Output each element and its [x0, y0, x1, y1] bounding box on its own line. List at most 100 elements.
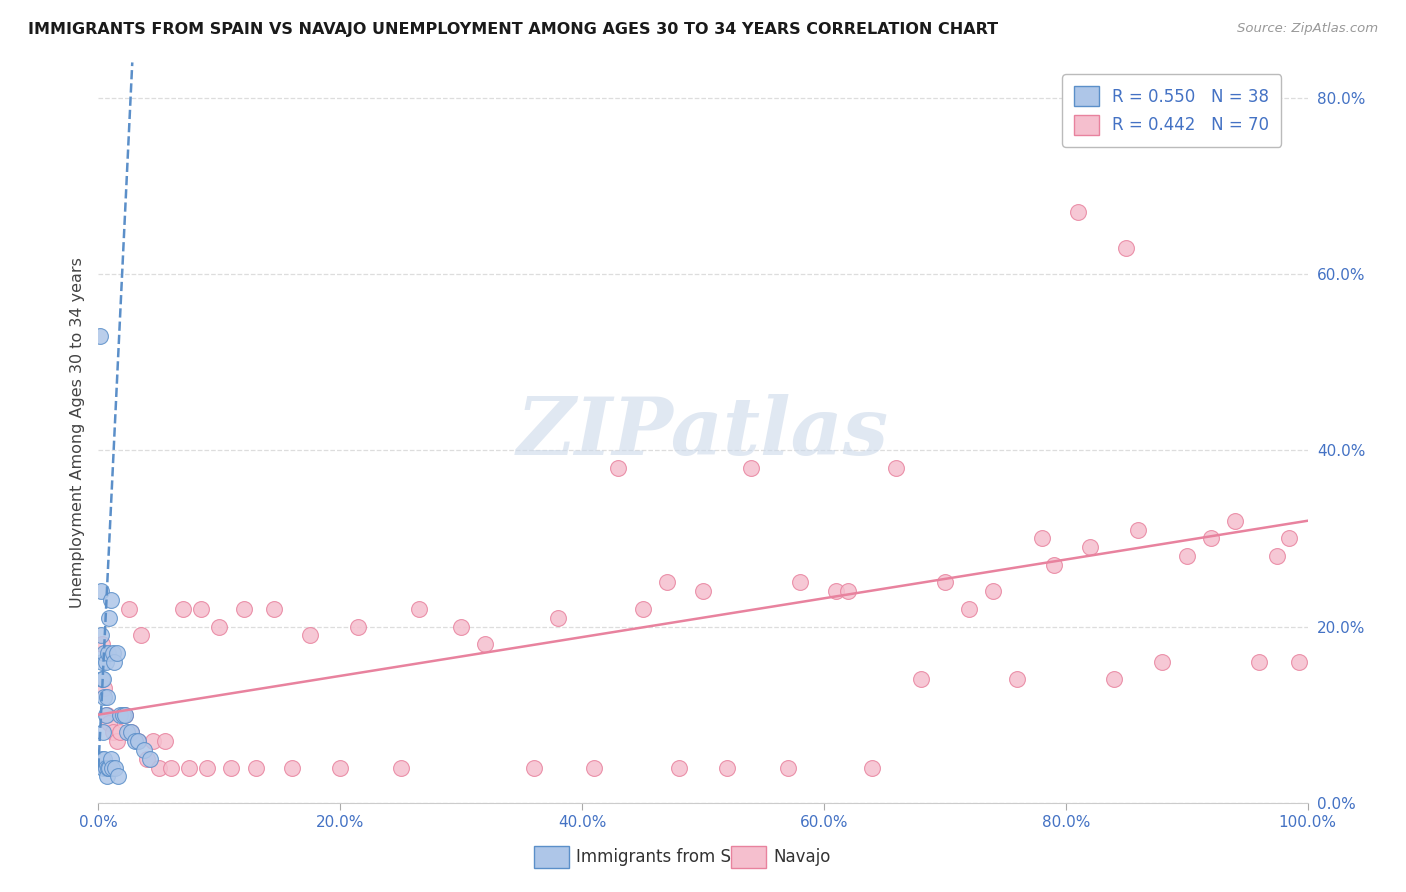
Point: [153, 734, 176, 748]
Text: ZIPatlas: ZIPatlas: [517, 394, 889, 471]
Point: [547, 610, 569, 624]
Point: [120, 725, 142, 739]
Point: [96, 707, 118, 722]
Point: [583, 760, 606, 774]
Point: [100, 760, 122, 774]
Point: [631, 602, 654, 616]
Point: [860, 760, 883, 774]
Point: [837, 584, 859, 599]
Point: [1102, 673, 1125, 687]
Point: [607, 461, 630, 475]
Point: [1278, 532, 1301, 546]
Point: [1249, 655, 1271, 669]
Point: [263, 602, 285, 616]
Point: [97, 760, 120, 774]
Point: [692, 584, 714, 599]
Point: [91, 752, 114, 766]
Point: [934, 575, 956, 590]
Point: [1067, 205, 1090, 219]
Point: [93, 681, 115, 696]
Point: [172, 602, 194, 616]
Point: [142, 734, 165, 748]
Point: [981, 584, 1004, 599]
Point: [93, 752, 115, 766]
Point: [120, 725, 142, 739]
Point: [1223, 514, 1246, 528]
Point: [389, 760, 412, 774]
Point: [1152, 655, 1174, 669]
Point: [91, 673, 114, 687]
Point: [1078, 540, 1101, 554]
Point: [910, 673, 932, 687]
Point: [104, 760, 127, 774]
Point: [523, 760, 546, 774]
Point: [1128, 523, 1150, 537]
Point: [91, 725, 114, 739]
Point: [347, 619, 370, 633]
Point: [208, 619, 231, 633]
Point: [105, 646, 128, 660]
Point: [108, 725, 131, 739]
Point: [117, 725, 139, 739]
Point: [94, 707, 117, 722]
Point: [90, 584, 112, 599]
Point: [179, 760, 201, 774]
Point: [329, 760, 352, 774]
Point: [1042, 558, 1064, 572]
Point: [668, 760, 690, 774]
Point: [190, 602, 212, 616]
Point: [716, 760, 738, 774]
Point: [408, 602, 430, 616]
Point: [245, 760, 267, 774]
Point: [91, 673, 114, 687]
Point: [1115, 240, 1137, 255]
Point: [124, 734, 146, 748]
Point: [134, 743, 156, 757]
Legend: R = 0.550   N = 38, R = 0.442   N = 70: R = 0.550 N = 38, R = 0.442 N = 70: [1063, 74, 1281, 147]
Text: Navajo: Navajo: [773, 848, 831, 866]
Point: [91, 760, 114, 774]
Point: [1288, 655, 1310, 669]
Point: [789, 575, 811, 590]
Point: [886, 461, 908, 475]
Point: [98, 610, 121, 624]
Point: [111, 707, 134, 722]
Point: [740, 461, 762, 475]
Point: [957, 602, 980, 616]
Point: [1175, 549, 1198, 563]
Text: Immigrants from Spain: Immigrants from Spain: [576, 848, 768, 866]
Point: [1199, 532, 1222, 546]
Y-axis label: Unemployment Among Ages 30 to 34 years: Unemployment Among Ages 30 to 34 years: [69, 257, 84, 608]
Point: [94, 760, 117, 774]
Point: [450, 619, 472, 633]
Point: [101, 725, 124, 739]
Point: [299, 628, 322, 642]
Point: [98, 760, 121, 774]
Point: [127, 734, 149, 748]
Point: [776, 760, 799, 774]
Point: [118, 602, 141, 616]
Point: [89, 328, 111, 343]
Text: Source: ZipAtlas.com: Source: ZipAtlas.com: [1237, 22, 1378, 36]
Point: [195, 760, 218, 774]
Point: [94, 655, 117, 669]
Point: [98, 716, 121, 731]
Point: [93, 646, 115, 660]
Point: [1007, 673, 1029, 687]
Point: [148, 760, 170, 774]
Point: [100, 752, 122, 766]
Point: [108, 707, 131, 722]
Point: [127, 734, 149, 748]
Point: [91, 655, 114, 669]
Point: [232, 602, 254, 616]
Point: [825, 584, 848, 599]
Point: [97, 646, 120, 660]
Point: [655, 575, 678, 590]
Point: [101, 646, 124, 660]
Point: [107, 769, 129, 783]
Point: [1031, 532, 1053, 546]
Point: [90, 628, 112, 642]
Point: [281, 760, 304, 774]
Point: [135, 752, 157, 766]
Point: [103, 655, 125, 669]
